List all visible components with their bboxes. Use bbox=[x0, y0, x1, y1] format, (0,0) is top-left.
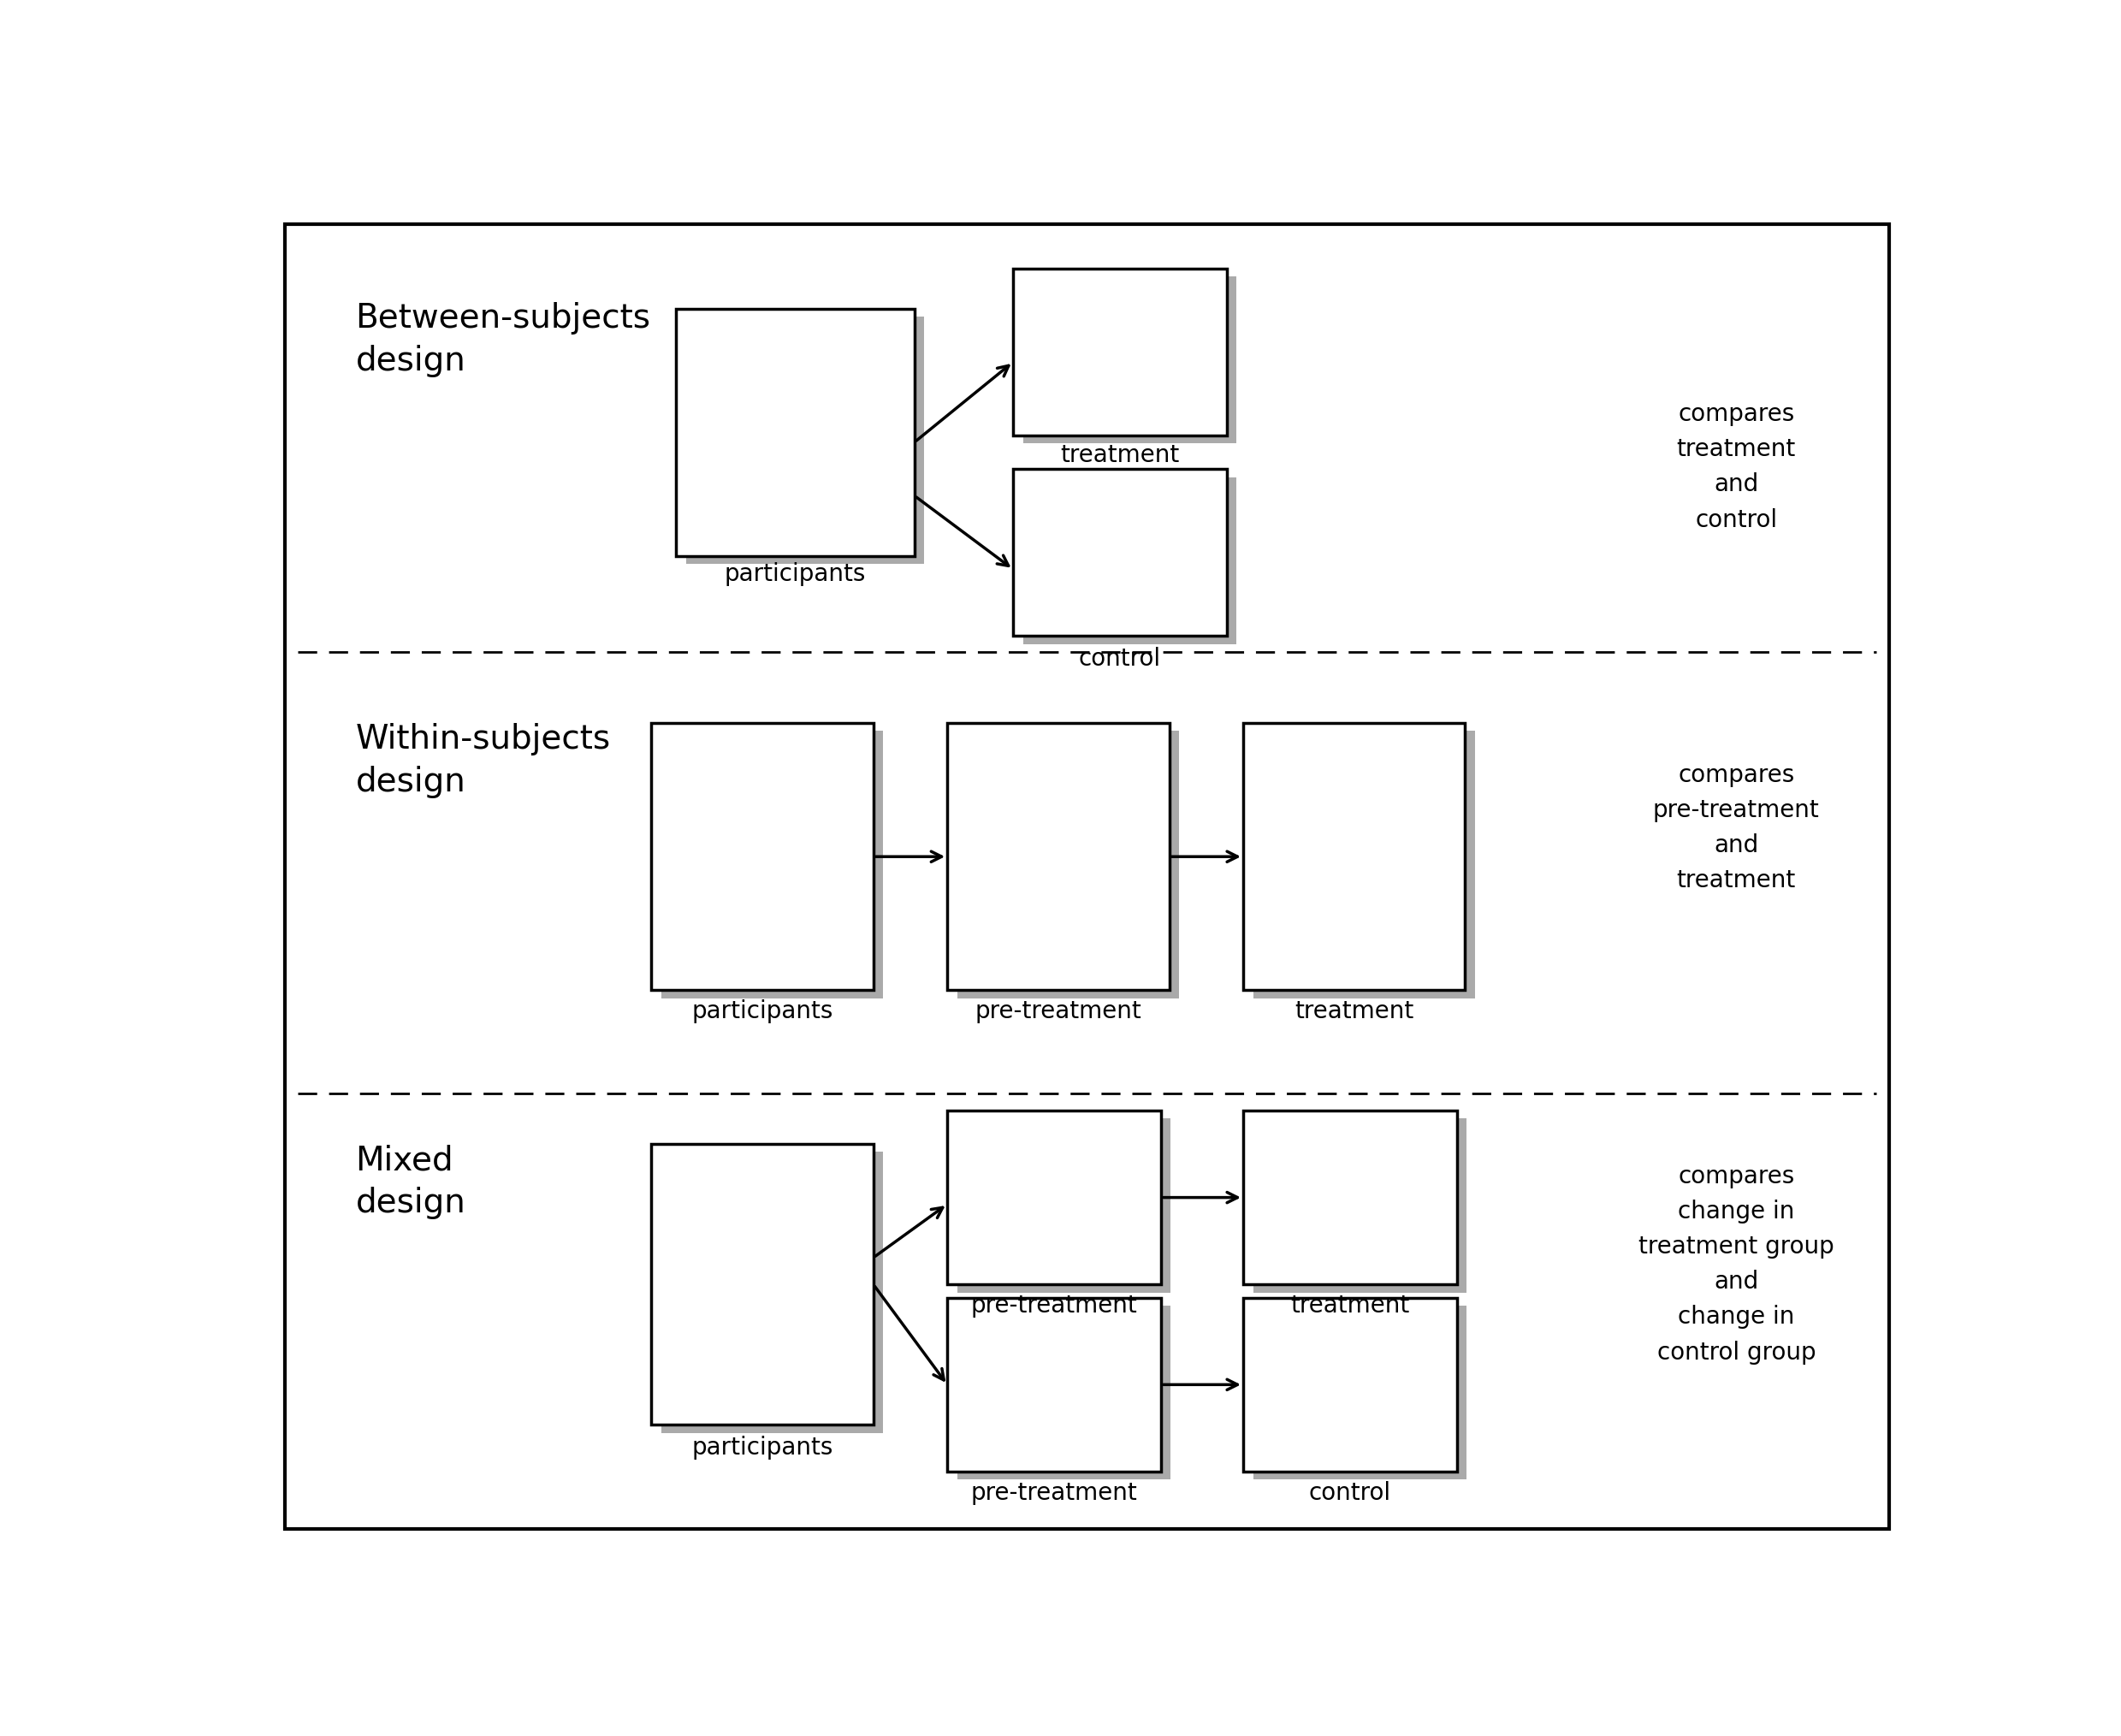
Text: control: control bbox=[1080, 648, 1160, 670]
Text: Between-subjects
design: Between-subjects design bbox=[356, 302, 651, 377]
Bar bbox=[1014, 469, 1226, 635]
Bar bbox=[957, 1118, 1171, 1292]
Bar bbox=[1022, 276, 1237, 444]
Bar bbox=[1022, 477, 1237, 644]
Text: compares
treatment
and
control: compares treatment and control bbox=[1678, 403, 1796, 531]
Bar bbox=[651, 722, 874, 990]
Text: participants: participants bbox=[691, 1000, 834, 1024]
Text: compares
pre-treatment
and
treatment: compares pre-treatment and treatment bbox=[1652, 764, 1820, 892]
Bar bbox=[1014, 269, 1226, 436]
Bar bbox=[1243, 722, 1466, 990]
Text: Mixed
design: Mixed design bbox=[356, 1144, 467, 1219]
Text: Within-subjects
design: Within-subjects design bbox=[356, 722, 611, 799]
Bar bbox=[685, 316, 925, 564]
Bar bbox=[1254, 1305, 1468, 1479]
Bar bbox=[1243, 1299, 1457, 1472]
Bar bbox=[651, 1144, 874, 1425]
Text: treatment: treatment bbox=[1290, 1293, 1410, 1318]
Bar bbox=[1254, 1118, 1468, 1292]
Text: pre-treatment: pre-treatment bbox=[971, 1293, 1137, 1318]
Bar bbox=[662, 731, 882, 998]
Bar bbox=[948, 1299, 1160, 1472]
Bar bbox=[662, 1153, 882, 1432]
Bar bbox=[1254, 731, 1474, 998]
Bar bbox=[1243, 1111, 1457, 1285]
Text: control: control bbox=[1309, 1481, 1391, 1505]
Text: pre-treatment: pre-treatment bbox=[971, 1481, 1137, 1505]
Bar bbox=[948, 722, 1169, 990]
Text: participants: participants bbox=[691, 1436, 834, 1460]
Bar bbox=[957, 1305, 1171, 1479]
Bar bbox=[948, 1111, 1160, 1285]
Text: pre-treatment: pre-treatment bbox=[976, 1000, 1141, 1024]
Text: treatment: treatment bbox=[1294, 1000, 1415, 1024]
Text: participants: participants bbox=[725, 562, 865, 587]
Text: compares
change in
treatment group
and
change in
control group: compares change in treatment group and c… bbox=[1637, 1165, 1835, 1364]
Bar bbox=[957, 731, 1179, 998]
Text: treatment: treatment bbox=[1060, 444, 1179, 467]
Bar bbox=[677, 309, 914, 556]
